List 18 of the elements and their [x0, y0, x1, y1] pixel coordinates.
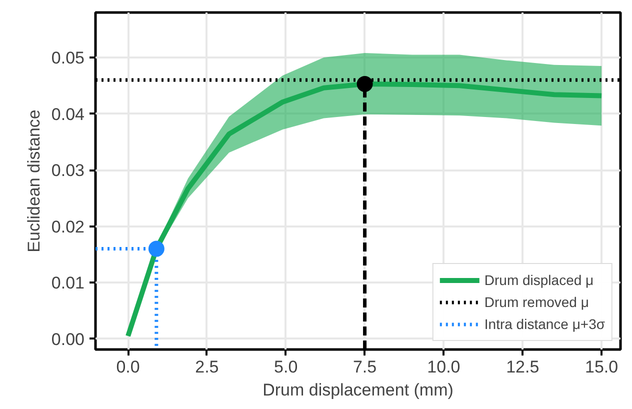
- x-tick-label: 2.5: [195, 358, 219, 376]
- y-tick-label: 0.01: [51, 274, 85, 293]
- legend-label: Drum removed μ: [484, 293, 589, 311]
- y-tick-label: 0.02: [51, 217, 85, 236]
- y-axis-title: Euclidean distance: [24, 110, 44, 252]
- y-tick-label: 0.05: [51, 48, 85, 68]
- x-tick-label: 7.5: [352, 358, 377, 376]
- y-tick-label: 0.03: [51, 161, 85, 180]
- x-tick-label: 12.5: [506, 358, 540, 376]
- x-axis-title: Drum displacement (mm): [262, 380, 454, 400]
- legend-label: Drum displaced μ: [484, 271, 594, 289]
- y-tick-label: 0.00: [51, 330, 85, 349]
- x-tick-label: 5.0: [274, 358, 298, 376]
- x-tick-label: 15.0: [585, 358, 618, 376]
- x-tick-label: 0.0: [116, 358, 140, 376]
- legend-label: Intra distance μ+3σ: [484, 315, 605, 333]
- y-tick-label: 0.04: [51, 104, 85, 124]
- x-tick-label: 10.0: [427, 358, 460, 376]
